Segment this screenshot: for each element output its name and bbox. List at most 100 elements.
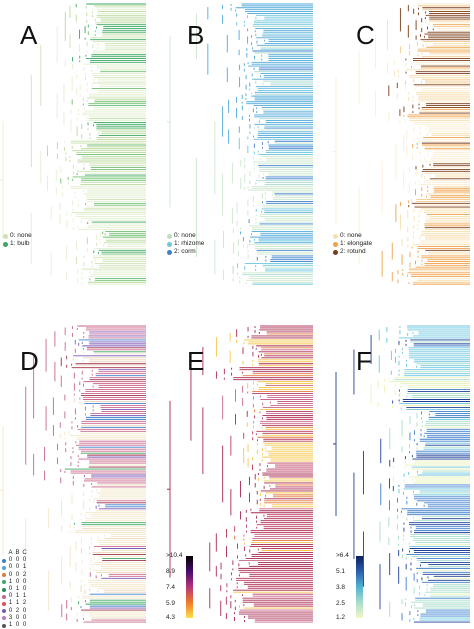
legend-item: 0: none [167,232,204,240]
panel-label-f: F [356,346,372,376]
table-cell: 2 [22,600,27,607]
legend-swatch [333,241,338,247]
panel-c [333,0,474,290]
legend-swatch [333,249,338,255]
state-color-dot [2,594,6,599]
table-cell: 0 [22,607,27,614]
table-cell: 1 [15,600,20,607]
legend-item: 0: none [333,232,372,240]
legend-swatch [333,233,338,239]
legend-item: 1: rhizome [167,240,204,248]
table-cell: 2 [15,607,20,614]
phylogeny-tree-c [333,3,470,285]
colorbar-tick: 5.9 [166,600,176,607]
table-cell: 0 [8,571,13,578]
legend-item: 1: elongate [333,240,372,248]
colorbar-f-gradient [356,556,363,618]
panel-d [0,322,150,628]
state-color-dot [2,580,6,585]
colorbar-tick: 5.1 [336,568,346,575]
legend-item: 0: none [3,232,32,240]
state-color-dot [2,616,6,621]
colorbar-tick: 4.3 [166,614,176,621]
colorbar-tick: 3.8 [336,584,346,591]
table-cell: 0 [15,622,20,629]
table-cell: 0 [8,593,13,600]
colorbar-tick: 1.2 [336,614,346,621]
phylogeny-tree-d [0,325,146,623]
table-cell: 0 [8,564,13,571]
table-cell: 0 [8,607,13,614]
colorbar-tick: 2.5 [336,600,346,607]
table-cell: 0 [15,564,20,571]
table-cell: 0 [15,557,20,564]
legend-b: 0: none 1: rhizome 2: corm [167,232,204,256]
table-cell: 0 [15,578,20,585]
legend-swatch [3,241,8,247]
table-cell: 0 [8,557,13,564]
panel-label-d: D [20,346,39,376]
panel-label-a: A [20,20,38,50]
legend-swatch [167,241,172,247]
colorbar-tick: >10.4 [166,552,183,559]
panel-e [167,322,317,628]
legend-a: 0: none 1: bulb [3,232,32,248]
table-cell: 1 [15,593,20,600]
table-cell: 1 [22,593,27,600]
table-cell: 0 [22,614,27,621]
state-color-dot [2,602,6,607]
state-color-dot [2,587,6,592]
table-cell: 0 [22,622,27,629]
legend-swatch [167,233,172,239]
phylogeny-tree-e [167,325,313,623]
colorbar-e: >10.4 8.9 7.4 5.9 4.3 [166,552,206,624]
legend-item: 2: corm [167,248,204,256]
colorbar-tick: 7.4 [166,584,176,591]
state-color-dot [2,623,6,628]
table-cell: 1 [15,586,20,593]
panel-f [333,322,474,628]
phylogeny-tree-a [0,3,146,285]
colorbar-e-gradient [186,556,193,618]
legend-item: 1: bulb [3,240,32,248]
table-cell: 0 [22,578,27,585]
table-cell: 3 [8,614,13,621]
table-cell: 1 [22,564,27,571]
panel-b [167,0,317,290]
panel-label-e: E [187,346,205,376]
table-cell: 0 [8,586,13,593]
state-color-dot [2,609,6,614]
panel-label-c: C [356,20,375,50]
colorbar-f: >6.4 5.1 3.8 2.5 1.2 [336,552,376,624]
legend-swatch [3,233,8,239]
phylogeny-tree-b [167,3,313,285]
table-cell: 0 [22,557,27,564]
phylogeny-tree-f [333,325,470,623]
legend-item: 2: rotund [333,248,372,256]
colorbar-tick: >6.4 [336,552,349,559]
colorbar-tick: 8.9 [166,568,176,575]
state-color-dot [2,558,6,563]
table-cell: 0 [22,586,27,593]
table-header: A B C [8,550,27,556]
table-cell: 1 [8,622,13,629]
state-color-dot [2,566,6,570]
state-color-dot [2,573,6,578]
panel-label-b: B [187,20,205,50]
table-cell: 2 [22,571,27,578]
table-cell: 0 [15,571,20,578]
table-cell: 1 [8,600,13,607]
table-cell: 0 [15,614,20,621]
table-cell: 1 [8,578,13,585]
